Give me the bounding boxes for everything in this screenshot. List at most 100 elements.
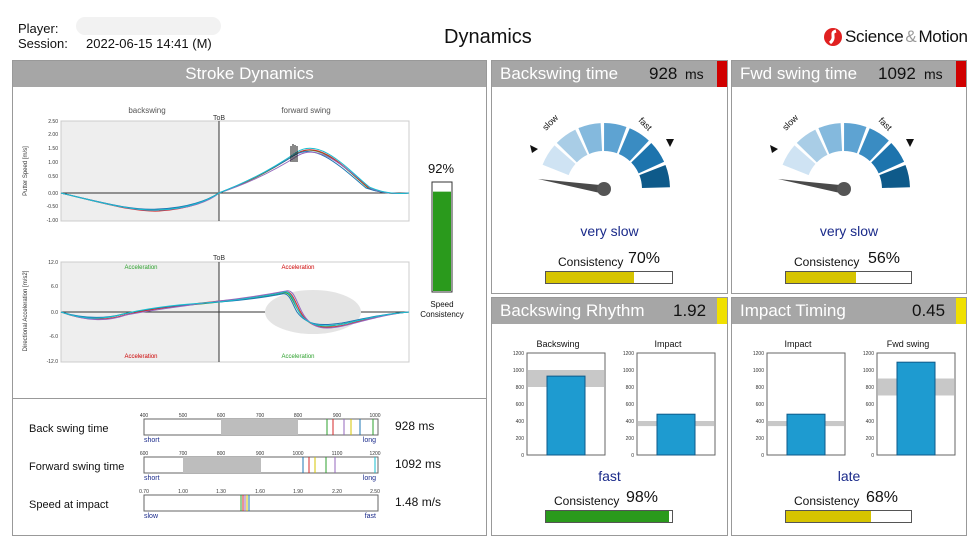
accel-ticks: 12.0 6.0 0.0 -6.0 -12.0 [47,260,59,365]
range-tick: 400 [140,413,149,419]
panel-value: 0.45 [912,301,946,320]
gauge-slow-label: slow [780,112,800,132]
backswing-time-panel: Backswing time 928 ms slow fast very slow… [491,60,728,294]
stroke-dynamics-panel: Stroke Dynamics backswing forward swing … [12,60,487,536]
speed-consistency-label-2: Consistency [420,310,464,319]
range-value: 1.48 m/s [395,495,441,509]
stroke-charts: backswing forward swing ToB 2.50 2.00 1.… [23,106,464,365]
impact-timing-panel: Impact Timing 0.45 Impact 1200 1000 800 600 4… [731,297,967,536]
range-bars: Back swing time 400 500 600 700 800 900 … [29,413,441,520]
acceleration-label: Acceleration [281,265,314,271]
gauge-segment [858,128,889,162]
fast-arrow-icon [906,139,914,147]
bar-tick: 800 [516,385,525,391]
consistency-value: 98% [626,489,659,506]
consistency-fill [546,272,635,283]
range-tick: 600 [217,413,226,419]
range-high-label: long [363,475,376,482]
speed-axis-label: Putter Speed [m/s] [23,146,29,196]
acceleration-label: Acceleration [124,265,157,271]
bar-tick: 1000 [623,368,634,374]
accel-tick: 6.0 [51,284,58,290]
range-tick: 600 [140,451,149,457]
bar-tick: 200 [626,436,635,442]
bar-tick: 1000 [863,368,874,374]
speed-tick: 1.50 [48,146,58,152]
gauge-segment [604,123,627,154]
brand-mark-icon [824,28,842,46]
backswing-label: backswing [128,106,165,115]
range-tick: 800 [217,451,226,457]
bar-tick: 200 [866,436,875,442]
speed-ticks: 2.50 2.00 1.50 1.00 0.50 0.00 -0.50 -1.0… [47,119,59,224]
bar-tick: 0 [761,453,764,459]
consistency-value: 68% [866,489,899,506]
panel-header: Backswing time 928 ms [492,61,727,87]
panel-value: 1092 [878,64,916,83]
speed-consistency-fill [433,191,451,291]
range-low-label: short [144,475,160,482]
player-session-labels: Player: Session: [18,21,68,51]
range-tick: 800 [294,413,303,419]
consistency-bar [785,271,912,284]
bar-chart-title: Backswing [536,339,579,349]
speed-gauge: slow fast [530,112,674,196]
page-title: Dynamics [444,26,532,48]
consistency-bar [785,510,912,523]
speed-tick: 2.50 [48,119,58,125]
status-flag [717,61,727,87]
speed-consistency-label-1: Speed [430,300,453,309]
panel-title: Impact Timing [740,301,846,320]
bar-tick: 800 [756,385,765,391]
accel-tick: -12.0 [47,359,59,365]
accel-variance-band [265,290,361,334]
status-flag [717,298,727,324]
timing-bar-chart: Impact 1200 1000 800 600 400 200 0 Fwd swing 1200… [753,339,956,459]
range-tick: 1000 [292,451,303,457]
bar-tick: 400 [756,419,765,425]
range-label: Forward swing time [29,461,124,473]
consistency-value: 56% [868,250,901,267]
bar-chart-title: Fwd swing [887,339,930,349]
panel-title: Stroke Dynamics [185,64,314,83]
session-label: Session: [18,36,68,51]
brand-name-b: Motion [918,27,968,46]
consistency-label: Consistency [794,255,860,269]
consistency-label: Consistency [554,494,620,508]
gauge-needle [778,179,840,193]
brand-logo: Science & Motion [823,27,968,47]
acceleration-label: Acceleration [124,354,157,360]
backswing-range: 400 500 600 700 800 900 1000 short long … [140,413,435,444]
fast-arrow-icon [666,139,674,147]
panel-value: 1.92 [673,301,707,320]
gauge-fast-label: fast [637,115,655,133]
bar-tick: 1200 [513,351,524,357]
speed-tick: 0.00 [48,191,58,197]
rhythm-bar-chart: Backswing 1200 1000 800 600 400 200 0 Impact 1200… [513,339,716,459]
value-bar [896,361,936,456]
bar-tick: 400 [626,419,635,425]
range-tick: 500 [179,413,188,419]
range-tick: 1.00 [178,489,188,495]
bar-tick: 800 [866,385,875,391]
gauge-segment [542,145,576,176]
range-tick: 700 [179,451,188,457]
range-tick: 1.60 [255,489,265,495]
range-high-label: long [363,437,376,444]
range-tick: 1.30 [216,489,226,495]
range-tick: 700 [256,413,265,419]
bar-tick: 0 [521,453,524,459]
gauge-hub [837,182,851,196]
fwd-swing-time-panel: Fwd swing time 1092 ms slow fast very slo… [731,60,967,294]
accel-tick: -6.0 [49,334,58,340]
bar-tick: 1000 [513,368,524,374]
range-high-label: fast [365,513,376,520]
panel-title: Fwd swing time [740,64,858,83]
forward-swing-label: forward swing [281,106,330,115]
bar-tick: 400 [516,419,525,425]
consistency-bar [545,510,673,523]
gauge-slow-label: slow [540,112,560,132]
panel-unit: ms [924,66,943,82]
bar-tick: 400 [866,419,875,425]
consistency-label: Consistency [794,494,860,508]
